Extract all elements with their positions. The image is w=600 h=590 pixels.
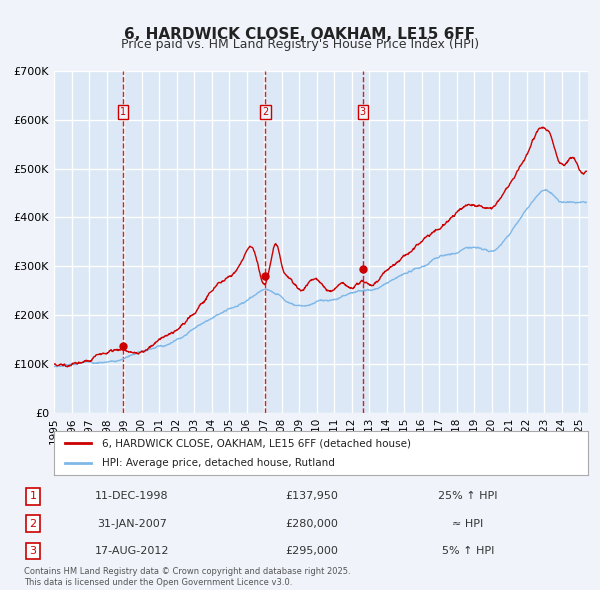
Text: HPI: Average price, detached house, Rutland: HPI: Average price, detached house, Rutl…: [102, 458, 335, 467]
Text: £295,000: £295,000: [286, 546, 338, 556]
Text: 3: 3: [359, 107, 366, 117]
Text: 5% ↑ HPI: 5% ↑ HPI: [442, 546, 494, 556]
Text: £137,950: £137,950: [286, 491, 338, 502]
Text: ≈ HPI: ≈ HPI: [452, 519, 484, 529]
Text: 31-JAN-2007: 31-JAN-2007: [97, 519, 167, 529]
Text: 2: 2: [29, 519, 37, 529]
Text: £280,000: £280,000: [286, 519, 338, 529]
Text: 6, HARDWICK CLOSE, OAKHAM, LE15 6FF (detached house): 6, HARDWICK CLOSE, OAKHAM, LE15 6FF (det…: [102, 438, 411, 448]
Text: 2: 2: [262, 107, 269, 117]
Text: 1: 1: [29, 491, 37, 502]
Text: 6, HARDWICK CLOSE, OAKHAM, LE15 6FF: 6, HARDWICK CLOSE, OAKHAM, LE15 6FF: [124, 27, 476, 41]
Text: Contains HM Land Registry data © Crown copyright and database right 2025.
This d: Contains HM Land Registry data © Crown c…: [24, 568, 350, 586]
Text: Price paid vs. HM Land Registry's House Price Index (HPI): Price paid vs. HM Land Registry's House …: [121, 38, 479, 51]
Text: 11-DEC-1998: 11-DEC-1998: [95, 491, 169, 502]
Text: 1: 1: [120, 107, 127, 117]
Text: 3: 3: [29, 546, 37, 556]
Text: 17-AUG-2012: 17-AUG-2012: [95, 546, 169, 556]
Text: 25% ↑ HPI: 25% ↑ HPI: [438, 491, 498, 502]
